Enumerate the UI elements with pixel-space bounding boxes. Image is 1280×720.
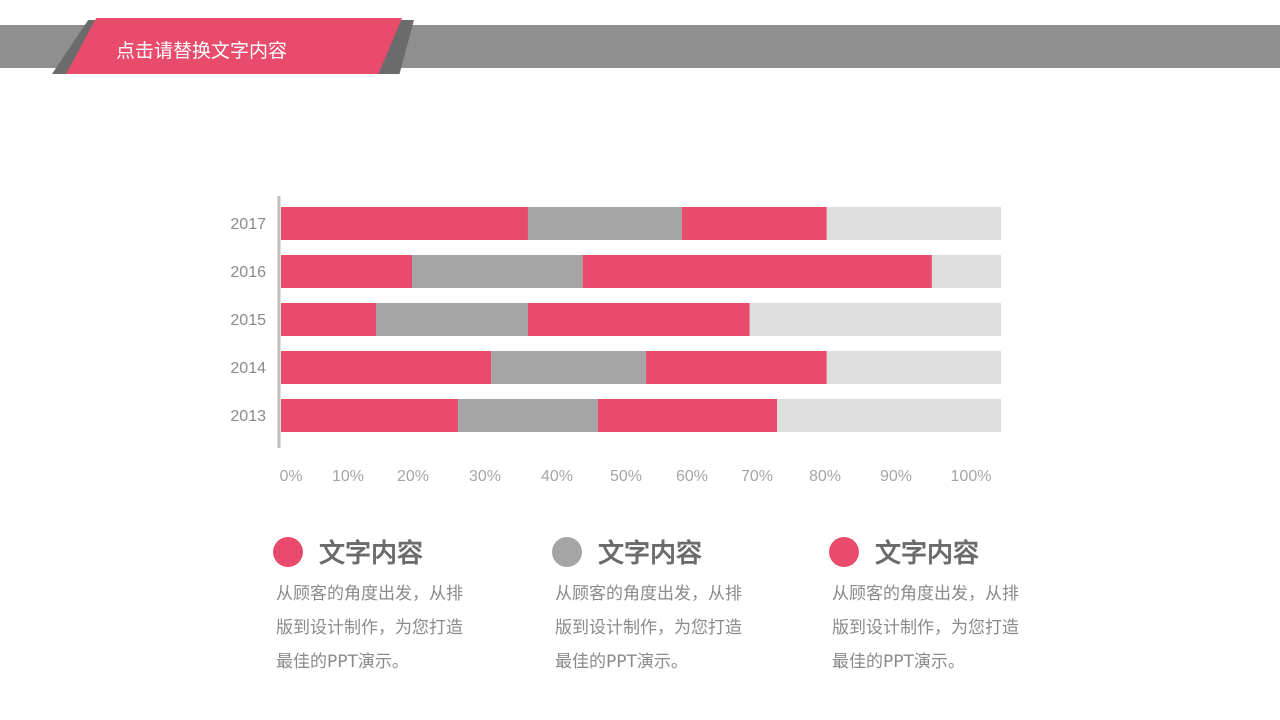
y-tick-label: 2017	[230, 216, 266, 233]
legend-title: 文字内容	[319, 539, 424, 569]
legend-text: 从顾客的角度出发，从排版到设计制作，为您打造最佳的PPT演示。	[555, 584, 742, 672]
x-tick-label: 20%	[397, 468, 429, 485]
x-tick-label: 50%	[610, 468, 642, 485]
bar-segment-2015-3	[749, 303, 1001, 336]
bar-segment-2013-2	[597, 399, 778, 432]
header-tab	[66, 18, 402, 74]
legend-text: 从顾客的角度出发，从排版到设计制作，为您打造最佳的PPT演示。	[276, 584, 463, 672]
bar-segment-2013-1	[458, 399, 598, 432]
legend-title: 文字内容	[875, 539, 980, 569]
bar-segment-2015-1	[376, 303, 528, 336]
legend-dot	[552, 537, 582, 567]
x-tick-label: 100%	[951, 468, 992, 485]
bar-segment-2016-1	[412, 255, 583, 288]
bar-segment-2017-0	[281, 207, 528, 240]
bar-segment-2014-3	[826, 351, 1001, 384]
page-title: 点击请替换文字内容	[116, 40, 288, 62]
bar-segment-2013-0	[281, 399, 459, 432]
x-tick-label: 60%	[676, 468, 708, 485]
y-tick-label: 2015	[230, 312, 266, 329]
legend-title: 文字内容	[598, 539, 703, 569]
legend-dot	[829, 537, 859, 567]
bar-segment-2015-2	[527, 303, 750, 336]
bar-segment-2014-0	[281, 351, 492, 384]
bar-segment-2013-3	[777, 399, 1001, 432]
y-tick-label: 2013	[230, 408, 266, 425]
x-tick-label: 70%	[741, 468, 773, 485]
bar-segment-2016-3	[931, 255, 1001, 288]
legend-dot	[273, 537, 303, 567]
x-tick-label: 80%	[809, 468, 841, 485]
y-tick-label: 2016	[230, 264, 266, 281]
bar-segment-2017-1	[527, 207, 683, 240]
x-tick-label: 40%	[541, 468, 573, 485]
bar-segment-2015-0	[281, 303, 377, 336]
bar-segment-2014-1	[491, 351, 647, 384]
bar-segment-2016-0	[281, 255, 413, 288]
bar-segment-2017-3	[826, 207, 1001, 240]
x-tick-label: 90%	[880, 468, 912, 485]
legend-text: 从顾客的角度出发，从排版到设计制作，为您打造最佳的PPT演示。	[832, 584, 1019, 672]
bar-segment-2016-2	[582, 255, 932, 288]
y-tick-label: 2014	[230, 360, 266, 377]
x-tick-label: 30%	[469, 468, 501, 485]
bar-segment-2017-2	[682, 207, 827, 240]
bar-segment-2014-2	[646, 351, 827, 384]
x-tick-label: 0%	[279, 468, 302, 485]
x-tick-label: 10%	[332, 468, 364, 485]
